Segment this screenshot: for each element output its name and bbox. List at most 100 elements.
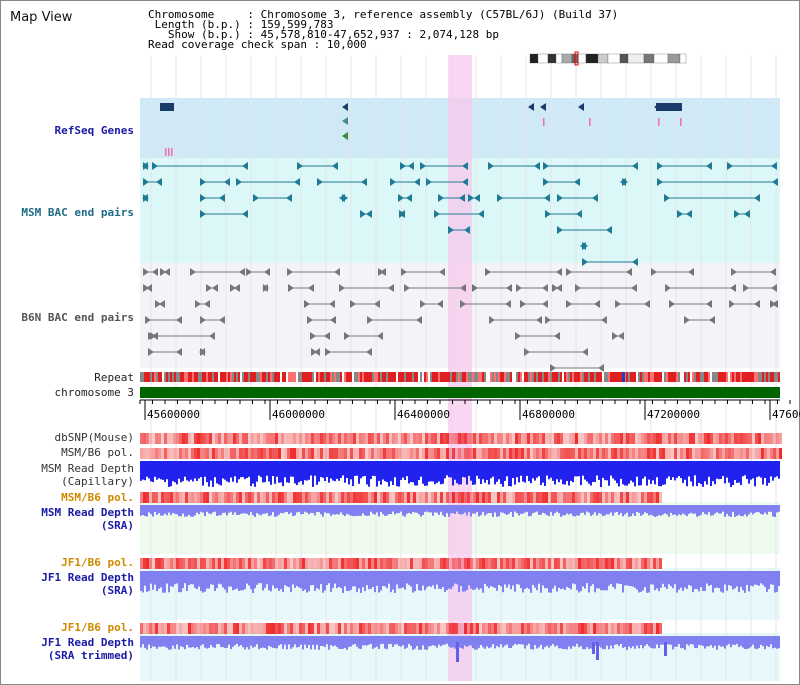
msm-bac-end [544, 194, 550, 202]
msm-sra-depth-bar [510, 505, 512, 512]
repeat-cell [456, 372, 458, 382]
msm-b6-pol-cell [359, 448, 362, 459]
msm-b6-pol-cell [461, 448, 464, 459]
msm-capillary-depth-bar [564, 461, 566, 485]
b6n-bac-end [524, 348, 530, 356]
b6n-bac-end [159, 300, 165, 308]
jf1-b6-pol-2-cell [422, 623, 425, 634]
jf1-trim-depth-bar [494, 636, 496, 649]
dbsnp-cell [617, 433, 620, 444]
msm-b6-pol-2-cell [485, 492, 488, 503]
jf1-sra-depth-bar [600, 571, 602, 591]
dbsnp-cell [266, 433, 269, 444]
msm-b6-pol-2-cell [146, 492, 149, 503]
msm-sra-depth-bar [540, 505, 542, 515]
track-label-msm-bac[interactable]: MSM BAC end pairs [21, 206, 134, 219]
msm-b6-pol-2-cell [395, 492, 398, 503]
msm-b6-pol-cell [383, 448, 386, 459]
dbsnp-cell [764, 433, 767, 444]
repeat-cell [240, 372, 242, 382]
msm-capillary-depth-bar [684, 461, 686, 480]
msm-b6-pol-cell [509, 448, 512, 459]
jf1-b6-pol-cell [152, 558, 155, 569]
msm-sra-depth-bar [456, 505, 458, 512]
repeat-cell [520, 372, 522, 382]
jf1-sra-depth-bar [694, 571, 696, 589]
jf1-trim-depth-bar [174, 636, 176, 649]
msm-capillary-depth-bar [308, 461, 310, 480]
jf1-trim-depth-bar [482, 636, 484, 648]
msm-capillary-depth-bar [178, 461, 180, 479]
msm-sra-depth-bar [466, 505, 468, 516]
ideogram-band [597, 53, 609, 64]
msm-sra-depth-bar [430, 505, 432, 513]
jf1-sra-depth-bar [392, 571, 394, 590]
jf1-trim-depth-bar [614, 636, 616, 645]
msm-capillary-depth-bar [604, 461, 606, 481]
dbsnp-cell [728, 433, 731, 444]
jf1-sra-depth-bar [252, 571, 254, 593]
jf1-b6-pol-2-cell [566, 623, 569, 634]
msm-capillary-depth-bar [194, 461, 196, 479]
jf1-sra-depth-bar [656, 571, 658, 589]
b6n-bac-end [160, 268, 166, 276]
repeat-cell [528, 372, 530, 382]
b6n-bac-end [485, 268, 491, 276]
jf1-b6-pol-2-cell [152, 623, 155, 634]
msm-b6-pol-cell [386, 448, 389, 459]
jf1-sra-depth-bar [330, 571, 332, 592]
track-label-chromosome: chromosome 3 [54, 386, 134, 399]
jf1-b6-pol-2-cell [353, 623, 356, 634]
jf1-sra-depth-bar [194, 571, 196, 588]
jf1-b6-pol-2-cell [161, 623, 164, 634]
repeat-cell [196, 372, 198, 382]
jf1-sra-depth-bar [622, 571, 624, 593]
msm-b6-pol-cell [200, 448, 203, 459]
track-label-b6n-bac[interactable]: B6N BAC end pairs [21, 311, 134, 324]
jf1-sra-depth-bar [454, 571, 456, 584]
msm-capillary-depth-bar [600, 461, 602, 487]
jf1-trim-depth-bar [748, 636, 750, 649]
msm-b6-pol-2-cell [302, 492, 305, 503]
msm-sra-depth-bar [554, 505, 556, 514]
jf1-sra-depth-bar [462, 571, 464, 592]
repeat-cell [564, 372, 566, 382]
msm-b6-pol-cell [290, 448, 293, 459]
msm-sra-depth-bar [564, 505, 566, 516]
msm-b6-pol-2-cell [224, 492, 227, 503]
jf1-sra-depth-bar [402, 571, 404, 588]
msm-sra-depth-bar [538, 505, 540, 515]
msm-capillary-depth-bar [254, 461, 256, 487]
jf1-b6-pol-2-cell [644, 623, 647, 634]
repeat-cell [518, 372, 520, 382]
jf1-trim-depth-bar [770, 636, 772, 645]
jf1-b6-pol-cell [506, 558, 509, 569]
msm-sra-depth-bar [752, 505, 754, 515]
msm-b6-pol-cell [167, 448, 170, 459]
track-label-msm-depth-capillary: MSM Read Depth [41, 462, 134, 475]
dbsnp-cell [155, 433, 158, 444]
jf1-trim-depth-bar [264, 636, 266, 648]
msm-capillary-depth-bar [620, 461, 622, 479]
repeat-cell [386, 372, 388, 382]
jf1-b6-pol-cell [200, 558, 203, 569]
jf1-sra-depth-bar [762, 571, 764, 585]
jf1-trim-depth-bar [550, 636, 552, 646]
jf1-b6-pol-2-cell [215, 623, 218, 634]
jf1-sra-depth-bar [346, 571, 348, 591]
msm-capillary-depth-bar [376, 461, 378, 487]
msm-b6-pol-cell [740, 448, 743, 459]
jf1-trim-depth-bar [228, 636, 230, 645]
track-label-repeat: Repeat [94, 371, 134, 384]
msm-sra-depth-bar [344, 505, 346, 516]
jf1-sra-depth-bar [178, 571, 180, 593]
jf1-sra-depth-bar [282, 571, 284, 592]
jf1-b6-pol-2-cell [179, 623, 182, 634]
repeat-cell [440, 372, 442, 382]
track-label-refseq-genes[interactable]: RefSeq Genes [54, 124, 134, 137]
msm-b6-pol-cell [455, 448, 458, 459]
msm-capillary-depth-bar [628, 461, 630, 484]
jf1-trim-depth-bar [306, 636, 308, 649]
jf1-sra-depth-bar [768, 571, 770, 590]
